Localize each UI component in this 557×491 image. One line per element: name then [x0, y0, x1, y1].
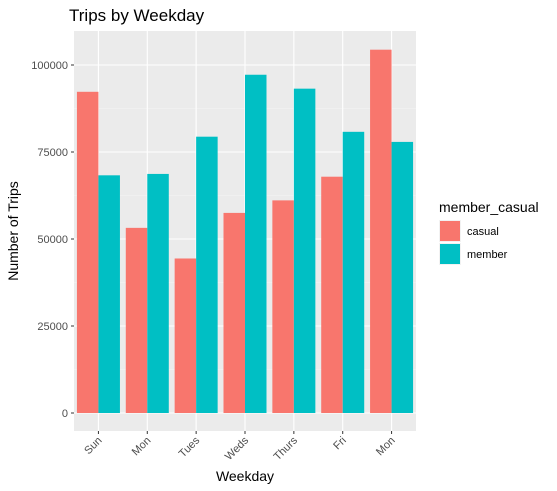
- bar-member-tues-2: [196, 136, 218, 414]
- y-tick-label: 50000: [37, 234, 68, 246]
- x-tick-label: Fri: [331, 435, 349, 453]
- x-tick-label: Weds: [223, 434, 252, 463]
- bar-member-thurs-4: [293, 88, 316, 413]
- legend-label-member: member: [467, 249, 508, 261]
- y-tick-label: 25000: [37, 321, 68, 333]
- y-axis-title: Number of Trips: [5, 181, 21, 281]
- chart-title: Trips by Weekday: [69, 6, 205, 25]
- x-tick-label: Mon: [374, 435, 398, 459]
- bar-casual-fri-5: [321, 176, 343, 413]
- x-axis-title: Weekday: [216, 468, 274, 484]
- legend: member_casual casual member: [439, 199, 539, 265]
- y-tick-label: 0: [62, 408, 68, 420]
- y-tick-label: 75000: [37, 147, 68, 159]
- legend-swatch-member: [440, 244, 460, 264]
- x-tick-label: Sun: [82, 435, 104, 457]
- bar-member-fri-5: [342, 131, 365, 414]
- y-axis-ticks: 0 25000 50000 75000 100000: [31, 60, 74, 420]
- y-tick-label: 100000: [31, 60, 68, 72]
- x-axis-ticks: Sun Mon Tues Weds Thurs Fri Mon: [82, 431, 398, 463]
- bars: [76, 49, 414, 414]
- legend-title: member_casual: [439, 199, 539, 215]
- bar-casual-tues-2: [174, 258, 197, 413]
- x-tick-label: Mon: [130, 435, 154, 459]
- bar-member-mon-1: [147, 173, 169, 413]
- bar-casual-mon-6: [370, 49, 392, 414]
- bar-casual-weds-3: [223, 212, 245, 413]
- bar-member-sun-0: [98, 175, 120, 413]
- x-tick-label: Thurs: [272, 434, 301, 463]
- bar-casual-sun-0: [76, 91, 99, 414]
- x-tick-label: Tues: [177, 434, 203, 460]
- legend-swatch-casual: [440, 221, 460, 241]
- legend-label-casual: casual: [467, 226, 499, 238]
- bar-casual-thurs-4: [272, 200, 294, 413]
- bar-member-weds-3: [245, 74, 267, 413]
- bar-member-mon-6: [391, 141, 414, 413]
- bar-casual-mon-1: [125, 227, 148, 413]
